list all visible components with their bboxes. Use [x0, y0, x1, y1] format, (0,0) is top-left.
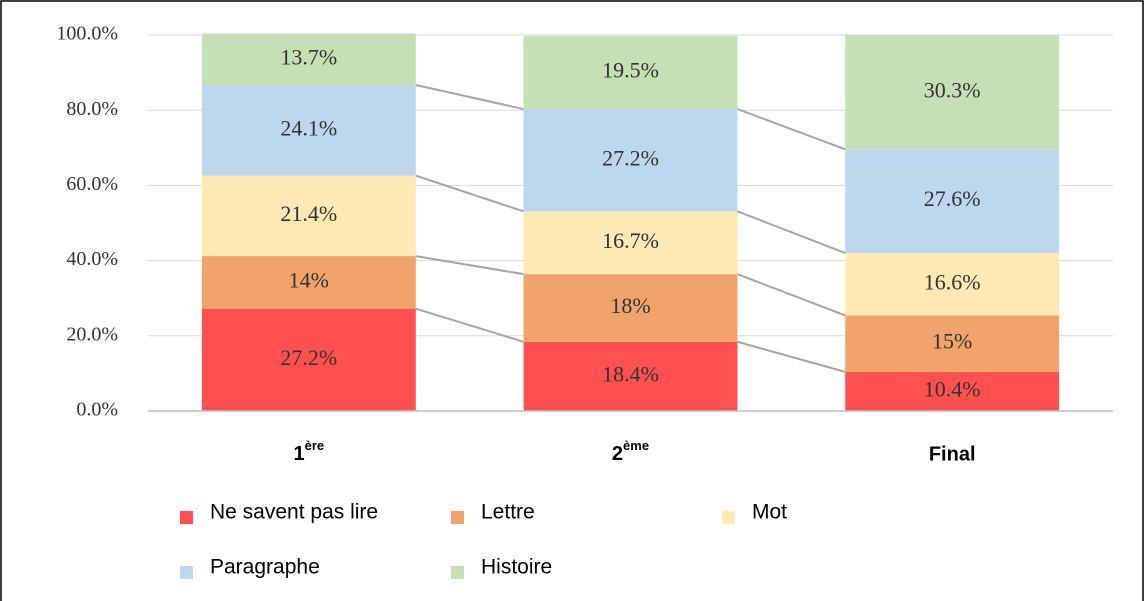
legend-swatch [180, 566, 193, 579]
series-line [415, 307, 524, 343]
data-label: 10.4% [924, 376, 981, 401]
bar-segment [845, 253, 1060, 316]
y-tick-label: 60.0% [66, 173, 118, 195]
legend-label: Mot [752, 501, 787, 524]
y-tick-label: 100.0% [56, 23, 118, 45]
y-tick-label: 80.0% [66, 98, 118, 120]
y-tick-label: 40.0% [66, 248, 118, 270]
bar-segment [201, 85, 416, 176]
x-tick-label: 1ère [294, 438, 325, 465]
legend-label: Paragraphe [210, 556, 320, 579]
data-label: 13.7% [280, 44, 337, 69]
bar-segment [845, 315, 1060, 372]
series-line [415, 84, 524, 111]
bar-segment [523, 274, 738, 342]
data-label: 18% [610, 293, 650, 318]
data-label: 27.2% [280, 345, 337, 370]
data-label: 14% [289, 267, 329, 292]
data-label: 16.7% [602, 228, 659, 253]
legend-label: Lettre [481, 501, 535, 524]
series-line [737, 108, 846, 151]
legend-label: Histoire [481, 556, 552, 579]
legend-swatch [451, 511, 464, 524]
series-line [737, 340, 846, 373]
legend-swatch [722, 511, 735, 524]
data-label: 19.5% [602, 57, 659, 82]
y-tick-label: 20.0% [66, 323, 118, 345]
bar-segment [201, 256, 416, 309]
data-label: 16.6% [924, 269, 981, 294]
legend-swatch [180, 511, 193, 524]
bar-segment [845, 371, 1060, 411]
data-label: 24.1% [280, 115, 337, 140]
bar-segment [201, 33, 416, 86]
bar-segment [523, 35, 738, 110]
series-line [737, 210, 846, 255]
data-label: 27.6% [924, 186, 981, 211]
series-line [415, 174, 524, 213]
y-tick-label: 0.0% [76, 399, 118, 421]
bar-segment [201, 308, 416, 411]
data-label: 21.4% [280, 201, 337, 226]
data-label: 15% [932, 329, 972, 354]
x-tick-label: Final [929, 443, 976, 465]
series-line [737, 273, 846, 317]
bar-segment [523, 109, 738, 212]
series-line [415, 255, 524, 276]
bar-segment [845, 35, 1060, 150]
legend-label: Ne savent pas lire [210, 501, 378, 524]
bar-segment [523, 211, 738, 275]
x-tick-label: 2ème [612, 438, 649, 465]
data-label: 27.2% [602, 145, 659, 170]
bar-segment [201, 175, 416, 257]
bar-segment [845, 149, 1060, 254]
bar-segment [523, 341, 738, 411]
data-label: 30.3% [924, 77, 981, 102]
legend-swatch [451, 566, 464, 579]
data-label: 18.4% [602, 361, 659, 386]
